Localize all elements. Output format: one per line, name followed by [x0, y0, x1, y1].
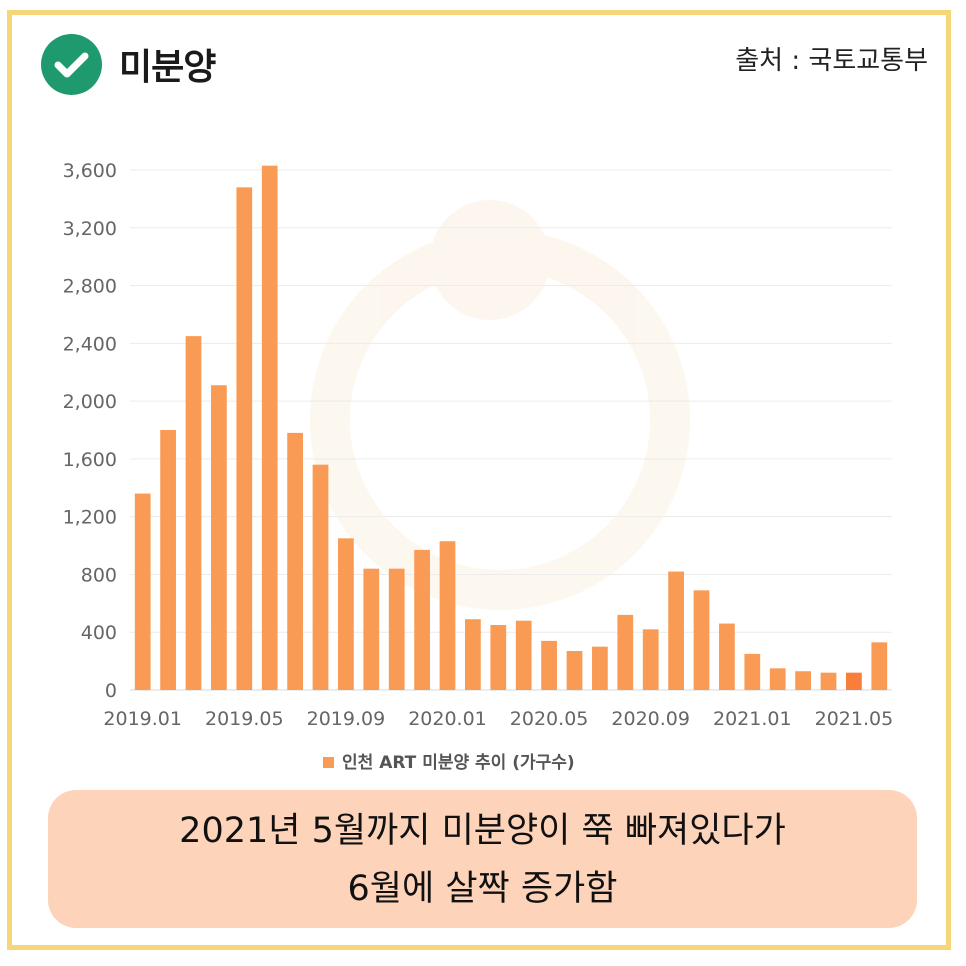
gridlines	[130, 169, 892, 691]
y-tick-label: 2,000	[63, 391, 117, 413]
bar-2019.07	[287, 432, 303, 690]
bar-2021.03	[795, 671, 811, 690]
bar-2020.05	[541, 640, 557, 690]
bar-2020.11	[693, 590, 710, 690]
bar-2020.02	[465, 619, 481, 690]
y-tick-label: 400	[81, 622, 117, 644]
caption-line-2: 6월에 살짝 증가함	[347, 869, 618, 909]
bar-2019.05	[236, 187, 253, 691]
bar-2021.01	[744, 653, 761, 690]
x-tick-label: 2019.01	[103, 708, 182, 730]
bar-2019.02	[160, 430, 176, 690]
bar-2019.06	[261, 165, 278, 690]
x-tick-label: 2019.09	[307, 708, 386, 730]
bar-2020.12	[719, 623, 735, 690]
bar-2020.10	[668, 571, 684, 690]
y-tick-label: 0	[105, 680, 117, 702]
y-axis-ticks: 0 400 800 1,200 1,600 2,000 2,400 2,800 3,200 3,6…	[63, 160, 117, 702]
bar-2020.08	[617, 614, 634, 690]
watermark	[310, 200, 690, 610]
x-tick-label: 2019.05	[205, 708, 284, 730]
x-axis-ticks: 2019.01 2019.05 2019.09 2020.01 2020.05 2020.…	[103, 708, 893, 730]
bar-2019.08	[312, 464, 329, 690]
page-title: 미분양	[119, 47, 216, 88]
bars	[134, 165, 888, 691]
bar-2020.04	[515, 620, 532, 690]
x-tick-label: 2020.09	[611, 708, 690, 730]
bar-chart: 0 400 800 1,200 1,600 2,000 2,400 2,800 3,200 3,6…	[63, 160, 894, 773]
bar-2020.06	[566, 651, 583, 690]
bar-2020.01	[439, 541, 456, 690]
y-tick-label: 1,600	[63, 449, 117, 471]
x-tick-label: 2020.05	[510, 708, 589, 730]
bar-2019.03	[185, 336, 202, 690]
bar-2021.06	[871, 642, 888, 690]
bar-2019.11	[388, 568, 405, 690]
bar-2019.09	[338, 538, 354, 690]
y-tick-label: 2,800	[63, 276, 117, 298]
legend-swatch	[323, 757, 334, 768]
bar-2021.04	[820, 672, 837, 690]
bar-2021.05	[846, 672, 862, 690]
bar-2020.03	[490, 625, 507, 690]
bar-2019.12	[414, 549, 430, 690]
check-circle-icon	[41, 34, 102, 95]
caption-line-1: 2021년 5월까지 미분양이 쭉 빠져있다가	[179, 811, 786, 851]
bar-2019.10	[363, 568, 380, 690]
x-tick-label: 2020.01	[408, 708, 487, 730]
bar-2021.02	[769, 668, 786, 690]
y-tick-label: 1,200	[63, 507, 117, 529]
y-tick-label: 3,600	[63, 160, 117, 182]
source-label: 출처 : 국토교통부	[735, 46, 928, 76]
bar-2019.04	[211, 385, 227, 690]
y-tick-label: 2,400	[63, 333, 117, 355]
bar-2020.07	[592, 646, 608, 690]
bar-2020.09	[642, 629, 659, 690]
caption-box: 2021년 5월까지 미분양이 쭉 빠져있다가 6월에 살짝 증가함	[48, 790, 917, 928]
legend: 인천 ART 미분양 추이 (가구수)	[323, 753, 575, 773]
x-tick-label: 2021.05	[815, 708, 894, 730]
x-tick-label: 2021.01	[713, 708, 792, 730]
y-tick-label: 3,200	[63, 218, 117, 240]
y-tick-label: 800	[81, 564, 117, 586]
legend-label: 인천 ART 미분양 추이 (가구수)	[342, 753, 575, 773]
bar-2019.01	[134, 493, 151, 690]
